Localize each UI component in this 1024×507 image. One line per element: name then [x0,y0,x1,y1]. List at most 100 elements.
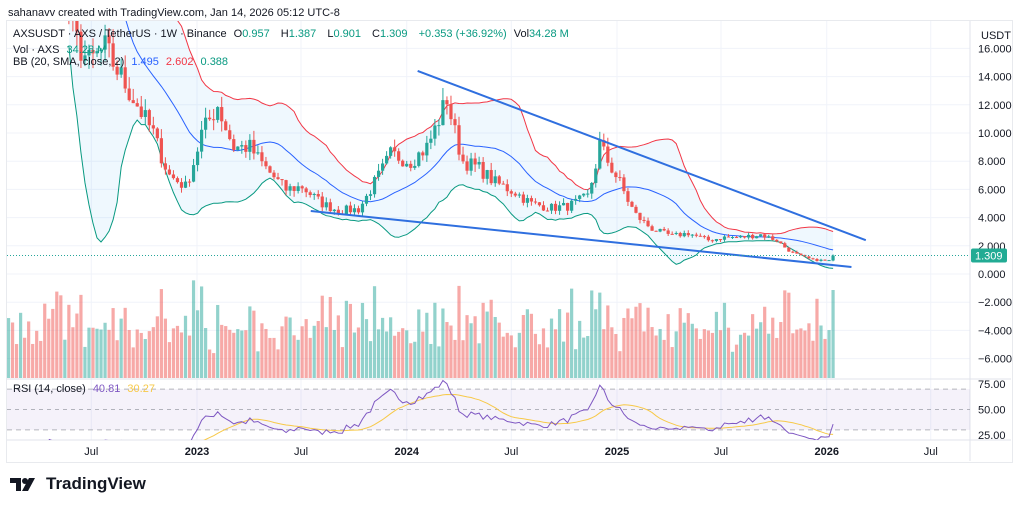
volume-indicator-title[interactable]: Vol · AXS [13,44,60,56]
candle-body [763,234,767,238]
volume-bar [642,331,646,378]
volume-bar [541,328,546,378]
candle [549,203,554,214]
candle-body [505,184,509,192]
candle [99,47,103,66]
volume-bar [578,320,582,378]
candle [461,146,465,164]
symbol-title[interactable]: AXSUSDT · AXS / TetherUS · 1W · Binance [13,28,227,40]
time-tick-label: Jul [294,446,308,458]
candle [751,233,755,240]
volume-bar [566,312,570,378]
candle [694,232,698,238]
bb-lower-line [68,46,834,269]
candle [91,38,95,69]
candle [525,194,529,208]
candle [348,201,353,215]
candle-body [276,177,280,180]
volume-bar [441,308,445,378]
candle [489,162,493,186]
volume-bar [702,329,706,378]
candle [364,193,369,207]
vol-value: 34.28 M [529,28,569,40]
volume-bar [678,308,682,378]
candle [541,201,546,212]
candle-body [634,206,638,213]
candle-body [726,236,731,238]
candle [469,152,473,176]
candle [557,201,562,215]
candle [803,254,807,257]
candle [437,119,441,136]
volume-bar [191,280,196,378]
volume-bar [694,328,698,378]
candle [248,134,252,161]
candle [775,239,779,243]
volume-bar [437,346,441,378]
volume-bar [626,308,630,378]
volume-bar [292,335,296,378]
candle-body [574,198,578,201]
candle [473,152,477,172]
candle [726,234,731,238]
price-tick-label: 8.000 [978,156,1006,168]
candle [240,140,244,154]
tradingview-logo[interactable]: TradingView [10,474,146,494]
candle-body [533,201,538,203]
rsi-tick-label: 75.00 [978,379,1006,391]
candle [68,21,70,25]
last-price-label: 1.309 [975,251,1003,263]
volume-bar [10,322,15,378]
candle [481,157,485,183]
candle [706,234,710,242]
candle [139,95,143,119]
candle [344,204,348,215]
bb-title[interactable]: BB (20, SMA, close, 2) [13,56,125,68]
candle [204,107,208,139]
candle-body [115,66,119,75]
candle-body [171,174,176,179]
volume-bar [143,339,147,378]
candle [590,181,594,199]
volume-bar [795,329,799,378]
volume-bars [7,280,835,378]
candle-body [489,170,493,184]
candle-body [95,51,99,54]
volume-bar [27,321,31,378]
volume-bar [718,330,723,378]
rsi-ma-line [203,393,834,440]
candle [598,131,602,170]
volume-bar [803,330,807,378]
candle [529,195,534,206]
volume-bar [755,328,759,378]
candle-body [747,234,751,238]
vol-label: Vol [513,28,530,40]
candle-body [167,169,172,175]
volume-bar [155,316,159,378]
volume-bar [115,340,119,378]
volume-bar [240,330,244,378]
volume-bar [163,318,167,378]
candle-body [195,151,200,166]
candle [147,108,151,132]
candle [521,191,525,206]
volume-bar [445,322,449,378]
time-tick-label: Jul [714,446,728,458]
candle [103,24,107,61]
candle [324,197,328,211]
volume-bar [509,335,513,378]
candle-body [775,239,779,242]
candle-body [545,210,550,212]
candle-body [119,67,123,75]
candle-body [582,193,586,196]
rsi-title[interactable]: RSI (14, close) [13,383,86,395]
volume-bar [409,343,413,378]
candle-body [111,43,115,67]
trendline-upper [417,70,867,242]
candle [83,40,87,67]
volume-bar [730,351,735,378]
bollinger-bands [68,21,834,269]
candle [385,151,389,165]
candle [622,174,626,195]
